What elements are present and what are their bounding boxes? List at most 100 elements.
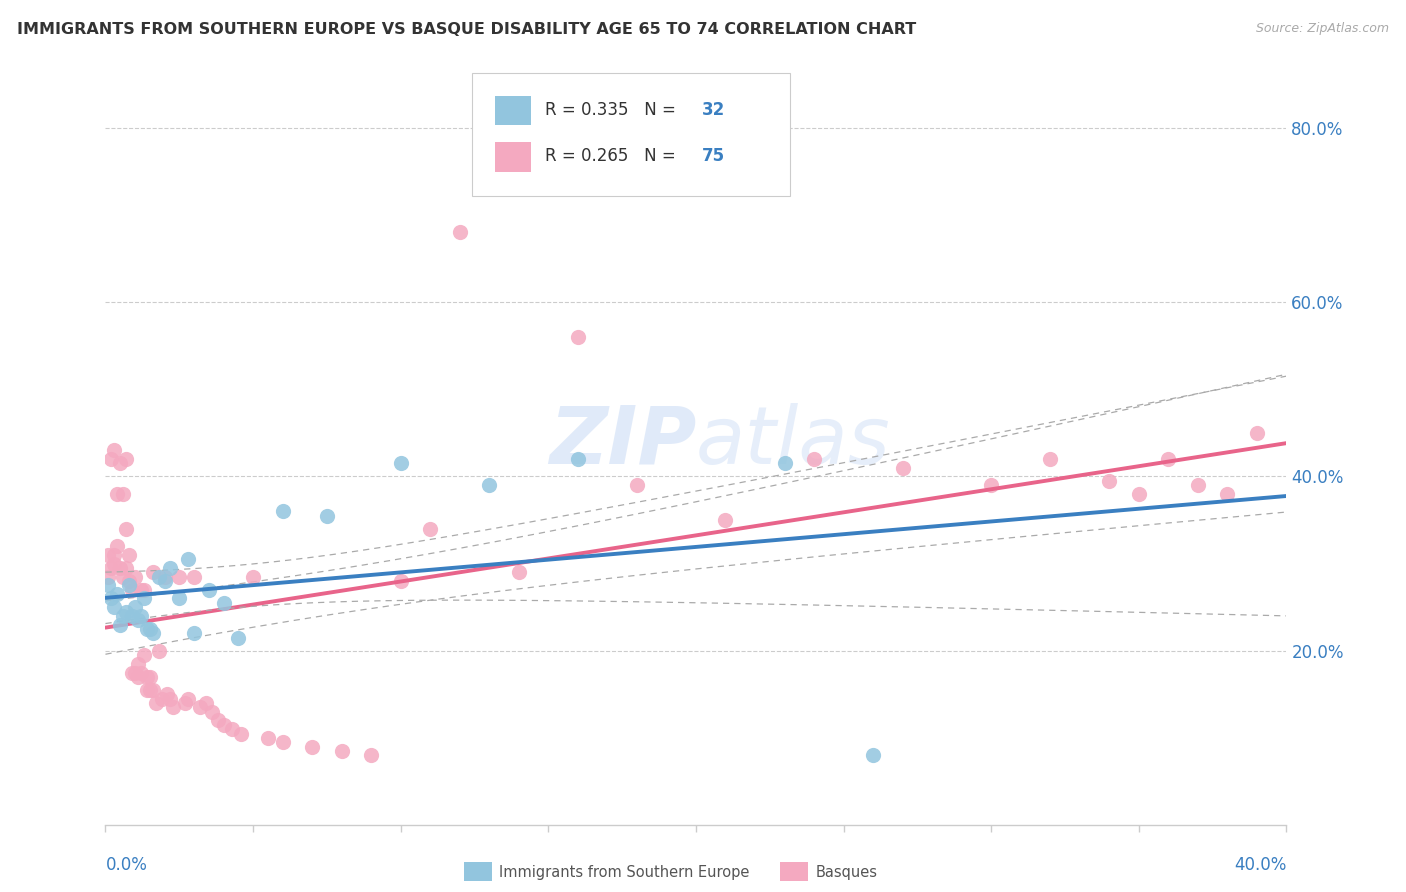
Point <box>142 626 165 640</box>
Point <box>132 648 155 662</box>
Point <box>145 696 167 710</box>
Point <box>115 561 138 575</box>
Point <box>212 718 235 732</box>
Point <box>183 569 205 583</box>
Point <box>112 608 135 623</box>
Point <box>115 522 138 536</box>
Point <box>127 613 149 627</box>
Point <box>449 225 471 239</box>
Point <box>132 582 155 597</box>
Point <box>478 478 501 492</box>
Point <box>389 574 412 588</box>
Point <box>177 691 200 706</box>
Text: IMMIGRANTS FROM SOUTHERN EUROPE VS BASQUE DISABILITY AGE 65 TO 74 CORRELATION CH: IMMIGRANTS FROM SOUTHERN EUROPE VS BASQU… <box>17 22 917 37</box>
Text: 0.0%: 0.0% <box>105 855 148 874</box>
Point <box>242 569 264 583</box>
Point <box>188 700 211 714</box>
Point <box>121 582 143 597</box>
Point <box>148 569 170 583</box>
Point <box>1187 478 1209 492</box>
FancyBboxPatch shape <box>495 96 530 126</box>
Text: Basques: Basques <box>815 865 877 880</box>
Point <box>360 748 382 763</box>
Point <box>103 557 125 571</box>
Point <box>124 665 146 680</box>
Point <box>174 696 197 710</box>
Point <box>201 705 224 719</box>
Point <box>330 744 353 758</box>
Point <box>221 723 243 737</box>
Point <box>118 574 141 588</box>
Point <box>142 683 165 698</box>
Point <box>153 574 176 588</box>
Point <box>508 566 530 580</box>
FancyBboxPatch shape <box>471 73 790 196</box>
Point <box>100 591 122 606</box>
Point <box>228 631 250 645</box>
Text: 40.0%: 40.0% <box>1234 855 1286 874</box>
Point <box>1246 425 1268 440</box>
Point <box>183 626 205 640</box>
Point <box>110 456 132 470</box>
Point <box>142 566 165 580</box>
Point <box>118 578 141 592</box>
Point <box>135 670 157 684</box>
Point <box>1128 487 1150 501</box>
Point <box>1039 452 1062 467</box>
Point <box>626 478 648 492</box>
Point <box>97 548 120 562</box>
Point <box>177 552 200 566</box>
Point <box>138 683 162 698</box>
Point <box>110 617 132 632</box>
Point <box>980 478 1002 492</box>
Point <box>97 569 120 583</box>
Text: atlas: atlas <box>696 402 891 481</box>
Point <box>389 456 412 470</box>
Point <box>103 548 125 562</box>
Point <box>148 644 170 658</box>
Point <box>112 487 135 501</box>
Point <box>121 665 143 680</box>
Point <box>567 452 589 467</box>
Point <box>714 513 737 527</box>
Text: ZIP: ZIP <box>548 402 696 481</box>
Point <box>115 605 138 619</box>
Point <box>150 691 173 706</box>
Point <box>156 687 179 701</box>
Point <box>162 700 184 714</box>
Point <box>118 548 141 562</box>
Point <box>112 569 135 583</box>
Point <box>169 591 191 606</box>
Text: 75: 75 <box>702 147 725 165</box>
FancyBboxPatch shape <box>495 143 530 171</box>
Point <box>97 578 120 592</box>
Point <box>135 683 157 698</box>
Point <box>153 569 176 583</box>
Text: R = 0.335   N =: R = 0.335 N = <box>544 101 681 120</box>
Point <box>803 452 825 467</box>
Point <box>197 582 219 597</box>
Point <box>257 731 280 745</box>
Point <box>138 622 162 636</box>
Point <box>271 735 294 749</box>
Point <box>127 657 149 671</box>
Point <box>115 452 138 467</box>
Point <box>105 539 128 553</box>
Point <box>110 561 132 575</box>
Text: Source: ZipAtlas.com: Source: ZipAtlas.com <box>1256 22 1389 36</box>
Point <box>315 508 337 523</box>
Point <box>129 608 152 623</box>
Point <box>132 591 155 606</box>
Point <box>1216 487 1239 501</box>
Point <box>891 460 914 475</box>
Text: R = 0.265   N =: R = 0.265 N = <box>544 147 681 165</box>
Point <box>124 569 146 583</box>
Point <box>127 670 149 684</box>
Point <box>862 748 884 763</box>
Point <box>103 443 125 458</box>
Point <box>231 726 253 740</box>
Point <box>105 487 128 501</box>
Point <box>138 670 162 684</box>
Point <box>135 622 157 636</box>
Text: Immigrants from Southern Europe: Immigrants from Southern Europe <box>499 865 749 880</box>
